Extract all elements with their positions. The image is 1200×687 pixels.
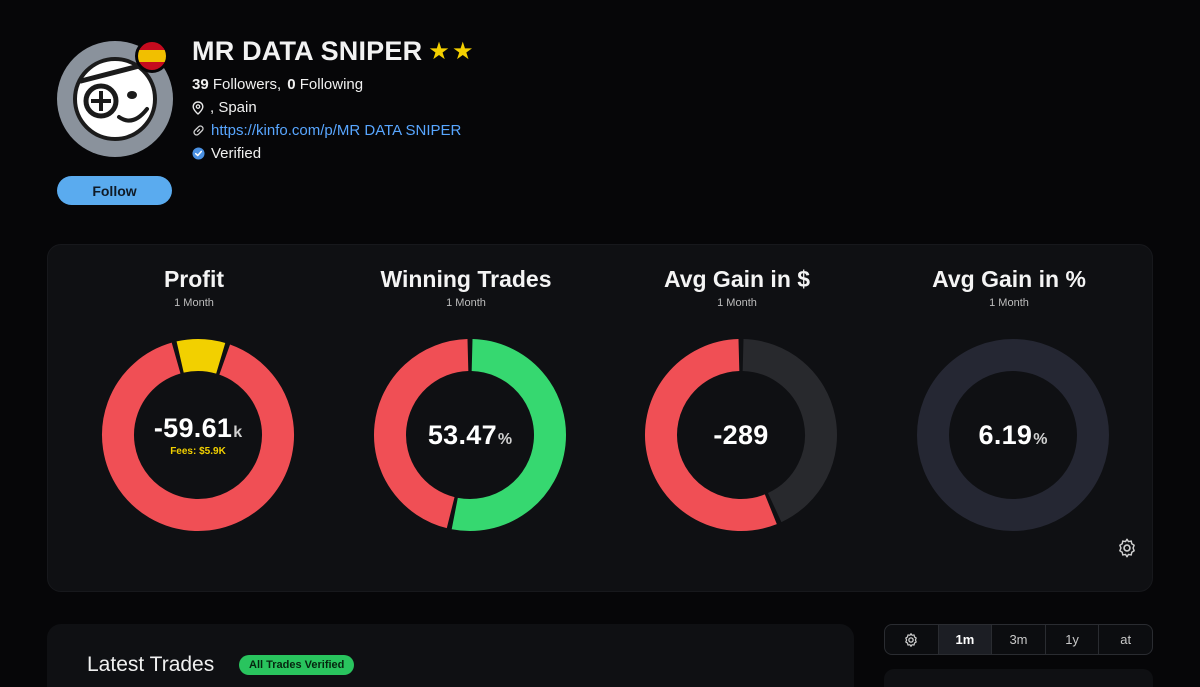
profile-name-row: MR DATA SNIPER ★ ★ — [192, 36, 474, 67]
followers-label: Followers, — [212, 76, 282, 93]
location-row: , Spain — [192, 99, 474, 116]
avatar-face-icon — [73, 57, 157, 141]
range-tab-3m[interactable]: 3m — [992, 625, 1046, 654]
profit-value: -59.61 — [153, 413, 233, 443]
range-tab-at[interactable]: at — [1120, 632, 1132, 647]
stat-title: Winning Trades — [380, 266, 552, 292]
donut-segment-fees — [176, 339, 226, 374]
donut-segment-losing — [374, 339, 469, 529]
donut-center: 53.47% — [370, 335, 570, 535]
stat-period: 1 Month — [717, 297, 757, 309]
stat-avg-gain-usd: Avg Gain in $ 1 Month -289 — [601, 245, 873, 591]
location-pin-icon — [192, 100, 204, 115]
location-text: , Spain — [210, 99, 257, 116]
range-settings-tab[interactable] — [885, 625, 939, 654]
stat-title: Avg Gain in $ — [663, 266, 811, 292]
star-icon: ★ — [428, 37, 451, 65]
donut-segment-track — [917, 339, 1109, 531]
winning-trades-unit: % — [497, 430, 513, 448]
profile-avatar-wrap — [57, 39, 173, 157]
stat-avg-gain-percent: Avg Gain in % 1 Month 6.19% — [873, 245, 1145, 591]
verified-label: Verified — [211, 145, 262, 162]
settings-gear-icon[interactable] — [1116, 537, 1138, 559]
donut-center: 6.19% — [913, 335, 1113, 535]
donut-segment-winning — [451, 339, 566, 531]
avg-gain-usd-donut-chart — [645, 339, 837, 531]
profit-donut-chart — [102, 339, 294, 531]
right-side-panel — [884, 669, 1153, 687]
profile-name: MR DATA SNIPER — [192, 36, 423, 66]
all-trades-verified-badge: All Trades Verified — [239, 655, 355, 675]
stat-period: 1 Month — [989, 297, 1029, 309]
range-tab-1y[interactable]: 1y — [1046, 625, 1100, 654]
donut-segment-rest — [742, 339, 837, 523]
fees-label: Fees: $5.9K — [170, 446, 226, 457]
followers-count: 39 — [192, 76, 209, 93]
avg-gain-percent-value: 6.19 — [978, 419, 1033, 450]
settings-gear-icon[interactable] — [903, 632, 919, 648]
winning-trades-donut-chart — [374, 339, 566, 531]
donut-center: -59.61k Fees: $5.9K — [98, 335, 298, 535]
verified-row: Verified — [192, 145, 474, 162]
star-icon: ★ — [452, 37, 474, 65]
avg-gain-percent-donut-chart — [917, 339, 1109, 531]
stat-profit: Profit 1 Month -59.61k Fees: $5.9K — [58, 245, 330, 591]
range-tabs: 1m 3m 1y at — [884, 624, 1153, 655]
following-label: Following — [299, 76, 364, 93]
rating-stars: ★ ★ — [428, 37, 474, 65]
stat-period: 1 Month — [446, 297, 486, 309]
stat-title: Avg Gain in % — [932, 266, 1086, 292]
spain-flag-icon — [135, 39, 169, 73]
following-count: 0 — [287, 76, 296, 93]
stats-panel: Profit 1 Month -59.61k Fees: $5.9K Winni… — [47, 244, 1153, 592]
follow-button[interactable]: Follow — [57, 176, 172, 205]
stat-period: 1 Month — [174, 297, 214, 309]
avg-gain-percent-unit: % — [1033, 430, 1048, 448]
winning-trades-value: 53.47 — [427, 419, 497, 450]
link-icon — [193, 125, 204, 136]
stat-winning-trades: Winning Trades 1 Month 53.47% — [330, 245, 602, 591]
donut-segment-loss — [645, 339, 777, 531]
follow-counts: 39 Followers, 0 Following — [192, 76, 474, 93]
range-tab-1m[interactable]: 1m — [938, 625, 993, 654]
avg-gain-usd-value: -289 — [713, 419, 769, 450]
donut-segment-loss — [102, 342, 294, 531]
donut-center: -289 — [641, 335, 841, 535]
latest-trades-title: Latest Trades — [87, 653, 215, 676]
link-row: https://kinfo.com/p/MR DATA SNIPER — [192, 122, 474, 139]
stat-title: Profit — [163, 266, 225, 292]
profile-info: MR DATA SNIPER ★ ★ 39 Followers, 0 Follo… — [192, 36, 474, 162]
profile-link[interactable]: https://kinfo.com/p/MR DATA SNIPER — [211, 122, 462, 139]
latest-trades-panel: Latest Trades All Trades Verified — [47, 624, 854, 687]
profit-unit: k — [233, 424, 243, 441]
verified-check-icon — [192, 147, 205, 160]
